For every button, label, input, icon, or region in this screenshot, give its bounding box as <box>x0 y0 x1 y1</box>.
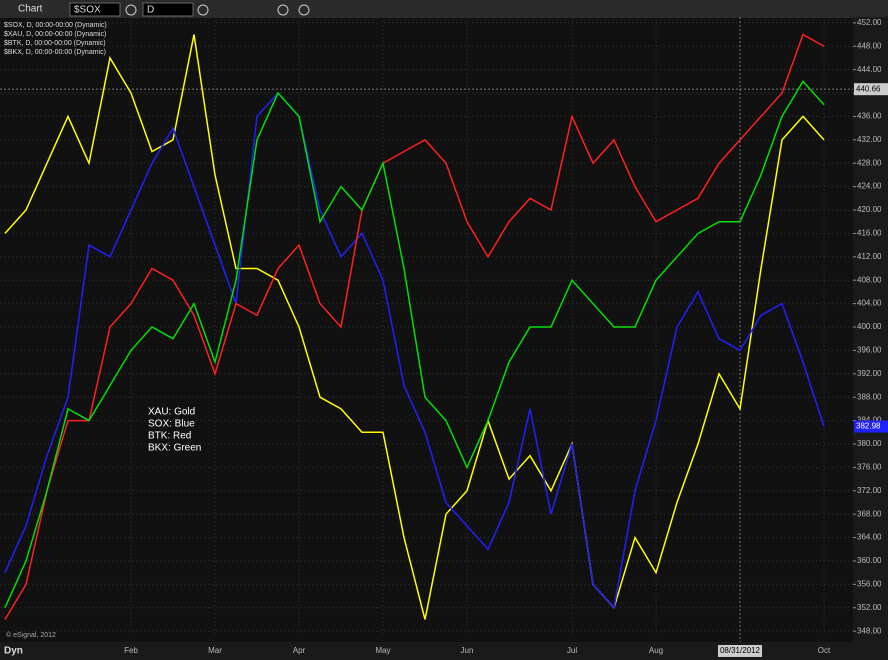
y-tick-label: 384.00 <box>857 416 882 425</box>
crosshair-x-label: 08/31/2012 <box>720 646 761 655</box>
refresh-icon[interactable] <box>197 4 209 16</box>
last-price-label: 382.98 <box>856 422 881 431</box>
interval-box[interactable] <box>142 2 194 17</box>
y-tick-label: 356.00 <box>857 579 882 588</box>
last-price-box <box>854 420 888 433</box>
annotation: BKX: Green <box>148 443 201 454</box>
y-tick-label: 352.00 <box>857 603 882 612</box>
y-tick-label: 444.00 <box>857 65 882 74</box>
x-tick-label: Aug <box>649 646 663 655</box>
crosshair-y-label: 440.66 <box>856 84 881 93</box>
y-tick-label: 360.00 <box>857 556 882 565</box>
y-tick-label: 388.00 <box>857 392 882 401</box>
x-tick-label: Jul <box>567 646 577 655</box>
mode[interactable]: Dyn <box>4 646 23 657</box>
y-tick-label: 376.00 <box>857 462 882 471</box>
series-line <box>4 91 825 610</box>
interval[interactable]: D <box>147 5 154 16</box>
x-tick-label: Jun <box>461 646 474 655</box>
y-tick-label: 364.00 <box>857 533 882 542</box>
x-tick-label: May <box>375 646 390 655</box>
y-tick-label: 452.00 <box>857 18 882 27</box>
y-tick-label: 408.00 <box>857 275 882 284</box>
toolbar <box>0 0 888 18</box>
crosshair-x-box <box>718 645 762 657</box>
legend-entry: $BTK, D, 00:00-00:00 (Dynamic) <box>4 40 106 47</box>
y-axis-bar <box>853 17 888 642</box>
series-line <box>4 34 825 620</box>
x-axis-bar <box>0 642 888 660</box>
y-tick-label: 380.00 <box>857 439 882 448</box>
symbol[interactable]: $SOX <box>74 5 101 16</box>
window-title: Chart <box>18 4 43 15</box>
y-tick-label: 436.00 <box>857 112 882 121</box>
y-tick-label: 396.00 <box>857 346 882 355</box>
play-icon[interactable] <box>277 4 289 16</box>
y-tick-label: 428.00 <box>857 158 882 167</box>
y-tick-label: 348.00 <box>857 626 882 635</box>
symbol-box[interactable] <box>69 2 121 17</box>
x-tick-label: Oct <box>818 646 831 655</box>
y-tick-label: 420.00 <box>857 205 882 214</box>
y-tick-label: 424.00 <box>857 182 882 191</box>
y-tick-label: 416.00 <box>857 229 882 238</box>
y-tick-label: 372.00 <box>857 486 882 495</box>
y-tick-label: 368.00 <box>857 509 882 518</box>
x-tick-label: Apr <box>293 646 306 655</box>
y-tick-label: 448.00 <box>857 41 882 50</box>
y-tick-label: 432.00 <box>857 135 882 144</box>
series-line <box>4 33 825 620</box>
x-tick-label: Feb <box>124 646 138 655</box>
y-tick-label: 412.00 <box>857 252 882 261</box>
refresh-icon[interactable] <box>125 4 137 16</box>
y-tick-label: 400.00 <box>857 322 882 331</box>
legend-entry: $BKX, D, 00:00-00:00 (Dynamic) <box>4 49 106 56</box>
y-tick-label: 404.00 <box>857 299 882 308</box>
annotation: SOX: Blue <box>148 419 195 430</box>
y-tick-label: 392.00 <box>857 369 882 378</box>
legend-entry: $XAU, D, 00:00-00:00 (Dynamic) <box>4 31 106 38</box>
crosshair-y-box <box>854 83 888 96</box>
info-icon[interactable] <box>298 4 310 16</box>
x-tick-label: Mar <box>208 646 222 655</box>
annotation: BTK: Red <box>148 431 191 442</box>
legend-entry: $SOX, D, 00:00-00:00 (Dynamic) <box>4 22 107 29</box>
annotation: XAU: Gold <box>148 407 195 418</box>
copyright: © eSignal, 2012 <box>6 631 56 639</box>
series-line <box>4 80 825 609</box>
